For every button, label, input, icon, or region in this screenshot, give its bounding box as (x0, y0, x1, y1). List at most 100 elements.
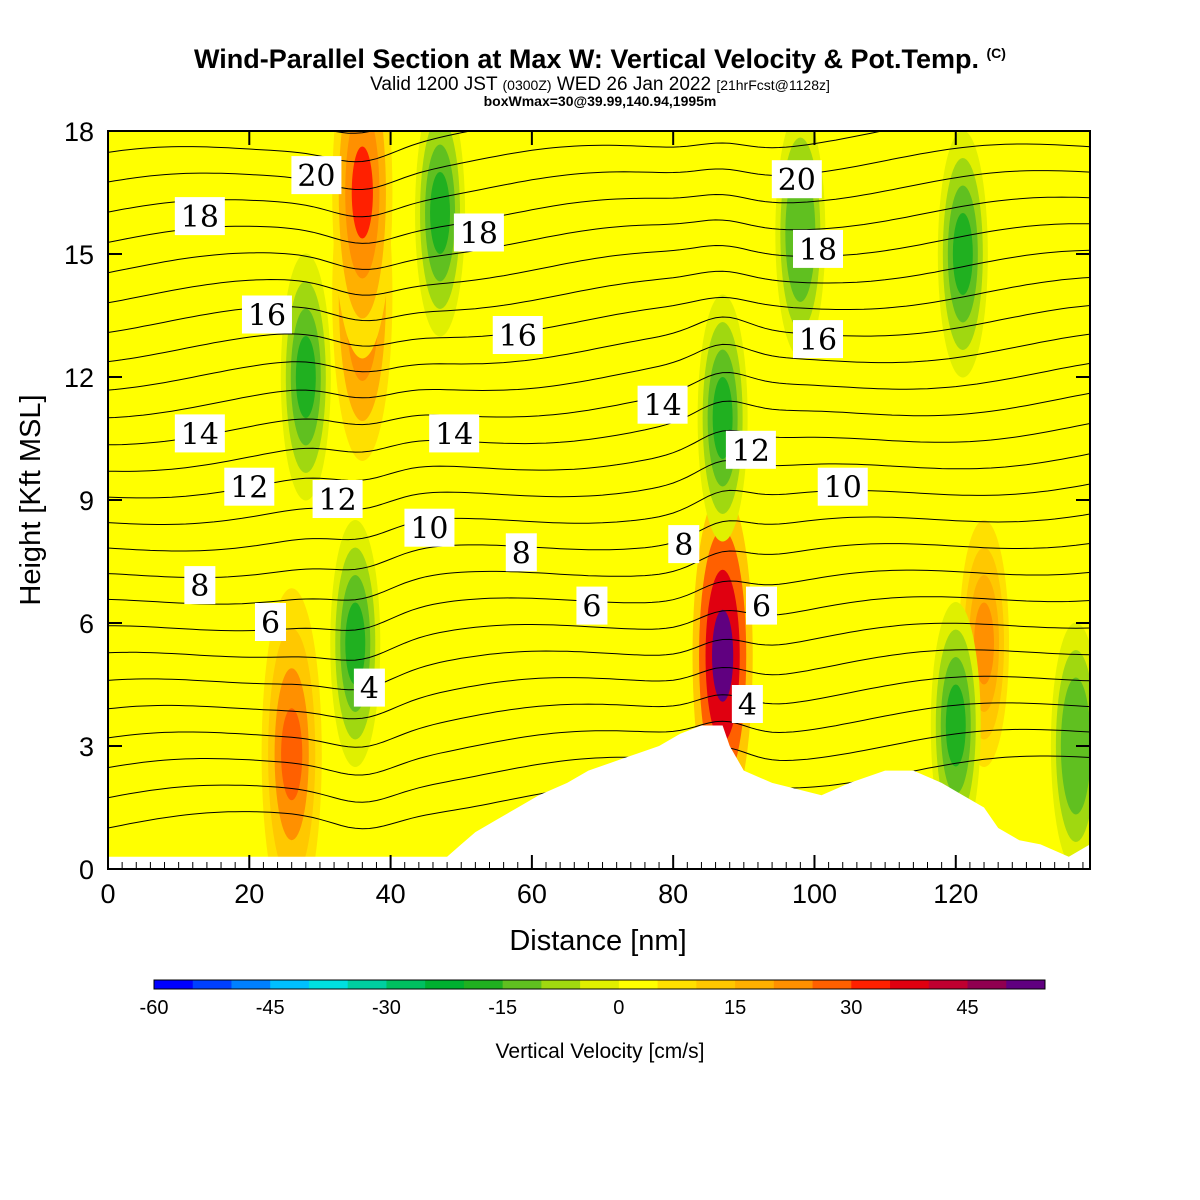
theta-contour-line (108, 596, 1090, 661)
forecast-tag: [21hrFcst@1128z] (716, 77, 830, 93)
colorbar-swatch (154, 980, 194, 989)
theta-label-text: 12 (230, 471, 268, 506)
terrain-mask (108, 725, 1090, 869)
theta-contour-line (108, 649, 1090, 720)
theta-label-box (404, 508, 455, 547)
updraft-cell-4 (974, 602, 995, 685)
x-tick-label: 80 (658, 879, 688, 909)
colorbar-swatch (580, 980, 620, 989)
colorbar-swatch (735, 980, 775, 989)
colorbar: -60 -45 -30 -15 0 15 30 45 (140, 979, 1046, 1019)
box-info: boxWmax=30@39.99,140.94,1995m (483, 93, 717, 109)
theta-label: 8 (505, 533, 537, 572)
contour-labels: 20 20 18 18 18 16 16 16 14 14 14 12 12 12 10 10 8 8 8 6 6 6 4 4 (174, 156, 868, 723)
colorbar-frame (153, 979, 1046, 990)
theta-label-box (184, 566, 216, 605)
theta-label-text: 6 (582, 590, 601, 625)
theta-label-box (793, 320, 844, 359)
theta-label: 6 (254, 603, 286, 641)
theta-label: 14 (174, 414, 225, 453)
theta-contour-line (108, 622, 1090, 691)
y-tick-label: 9 (79, 486, 94, 516)
theta-contour-line (108, 223, 1090, 304)
theta-label: 20 (291, 156, 342, 195)
theta-contour-line (108, 305, 1090, 391)
theta-label-text: 6 (261, 606, 280, 641)
colorbar-swatch (812, 980, 852, 989)
colorbar-swatch (657, 980, 697, 989)
theta-label-box (312, 480, 363, 518)
colorbar-swatch (967, 980, 1007, 989)
theta-contour-line (108, 131, 473, 163)
x-tick-label: 40 (376, 879, 406, 909)
theta-label-text: 10 (410, 512, 448, 547)
theta-label-box (731, 685, 763, 723)
x-axis-title: Distance [nm] (509, 925, 686, 957)
colorbar-swatch (308, 980, 349, 989)
x-tick-label: 0 (100, 879, 115, 909)
theta-label-text: 12 (732, 434, 770, 469)
terrain-fill (108, 725, 1090, 869)
theta-label-text: 4 (360, 672, 379, 707)
axis-ticks: 0 20 40 60 80 100 120 0 3 6 9 12 15 18 (64, 117, 1090, 909)
y-axis-title: Height [Kft MSL] (15, 394, 47, 605)
theta-contour-line (108, 675, 1090, 748)
theta-contour-line (108, 728, 1090, 803)
chart-title: Wind-Parallel Section at Max W: Vertical… (0, 44, 1200, 75)
colorbar-swatch (890, 980, 930, 989)
theta-label-text: 18 (460, 217, 498, 252)
theta-label-box (793, 229, 844, 268)
theta-contour-line (108, 513, 1090, 579)
theta-label-box (353, 668, 385, 707)
valid-date: WED 26 Jan 2022 (556, 74, 712, 95)
theta-label: 12 (725, 430, 776, 469)
theta-contour-line (329, 131, 373, 134)
copyright-mark: (C) (986, 45, 1006, 61)
x-tick-label: 100 (792, 879, 837, 909)
theta-label-text: 4 (738, 688, 757, 723)
theta-label-box (291, 156, 342, 195)
y-tick-label: 18 (64, 117, 94, 147)
theta-contour-line (108, 362, 1090, 446)
theta-label-text: 8 (512, 536, 531, 571)
colorbar-swatch (386, 980, 426, 989)
downdraft-cell-10 (1065, 705, 1086, 787)
theta-label-text: 20 (297, 159, 335, 194)
theta-label-text: 14 (435, 417, 473, 452)
colorbar-swatch (463, 980, 504, 989)
colorbar-swatch (618, 980, 659, 989)
y-tick-label: 6 (79, 609, 94, 639)
x-tick-label: 20 (234, 879, 264, 909)
theta-label-text: 18 (181, 200, 219, 235)
theta-label: 18 (174, 197, 225, 236)
colorbar-swatch (502, 980, 542, 989)
theta-contour-line (108, 483, 1090, 552)
theta-label: 10 (404, 508, 455, 547)
colorbar-tick-label: 30 (840, 997, 862, 1019)
theta-label: 4 (731, 685, 763, 723)
colorbar-swatch (773, 980, 814, 989)
colorbar-tick-label: 45 (956, 997, 978, 1019)
colorbar-title: Vertical Velocity [cm/s] (496, 1040, 705, 1063)
theta-label: 10 (817, 467, 868, 506)
colorbar-tick-label: 15 (724, 997, 746, 1019)
colorbar-swatch (851, 980, 891, 989)
theta-label: 14 (429, 414, 480, 453)
colorbar-tick-label: -30 (372, 997, 401, 1019)
theta-label: 16 (793, 320, 844, 359)
colorbar-swatch (1006, 980, 1046, 989)
colorbar-swatch (541, 980, 581, 989)
valid-prefix: Valid 1200 JST (370, 74, 498, 95)
theta-label-box (725, 430, 776, 469)
x-tick-label: 60 (517, 879, 547, 909)
theta-contour-line (108, 453, 1090, 525)
colorbar-swatch (270, 980, 310, 989)
theta-label-text: 16 (499, 319, 537, 354)
downdraft-cell-11 (945, 684, 966, 767)
theta-label-box (224, 467, 275, 506)
updraft-cell-0 (281, 708, 303, 801)
theta-contour-line (108, 277, 1090, 363)
theta-label-box (817, 467, 868, 506)
theta-label: 20 (771, 160, 822, 199)
